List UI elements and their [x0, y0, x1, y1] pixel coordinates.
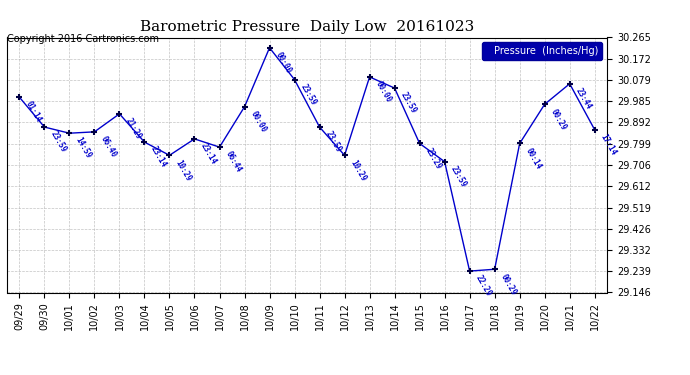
- Text: 23:59: 23:59: [299, 82, 318, 107]
- Text: 10:29: 10:29: [348, 158, 368, 183]
- Text: 14:59: 14:59: [74, 136, 93, 160]
- Text: 22:29: 22:29: [474, 274, 493, 298]
- Text: 21:29: 21:29: [124, 117, 143, 141]
- Text: 00:14: 00:14: [524, 146, 543, 171]
- Text: 06:40: 06:40: [99, 135, 118, 159]
- Text: 00:00: 00:00: [274, 51, 293, 75]
- Text: 23:59: 23:59: [48, 130, 68, 154]
- Text: Copyright 2016 Cartronics.com: Copyright 2016 Cartronics.com: [7, 34, 159, 44]
- Text: 00:29: 00:29: [549, 107, 568, 132]
- Title: Barometric Pressure  Daily Low  20161023: Barometric Pressure Daily Low 20161023: [140, 20, 474, 33]
- Text: 00:00: 00:00: [374, 80, 393, 104]
- Text: 01:14: 01:14: [23, 100, 43, 124]
- Text: 23:14: 23:14: [148, 145, 168, 170]
- Text: 10:29: 10:29: [174, 158, 193, 183]
- Text: 00:00: 00:00: [248, 110, 268, 134]
- Text: 00:29: 00:29: [499, 272, 518, 297]
- Text: 23:59: 23:59: [324, 130, 343, 154]
- Text: 06:44: 06:44: [224, 150, 243, 174]
- Text: 23:29: 23:29: [424, 146, 443, 171]
- Text: 23:14: 23:14: [199, 142, 218, 166]
- Legend: Pressure  (Inches/Hg): Pressure (Inches/Hg): [482, 42, 602, 60]
- Text: 23:59: 23:59: [399, 91, 418, 116]
- Text: 23:44: 23:44: [574, 87, 593, 111]
- Text: 17:14: 17:14: [599, 133, 618, 157]
- Text: 23:59: 23:59: [448, 165, 468, 189]
